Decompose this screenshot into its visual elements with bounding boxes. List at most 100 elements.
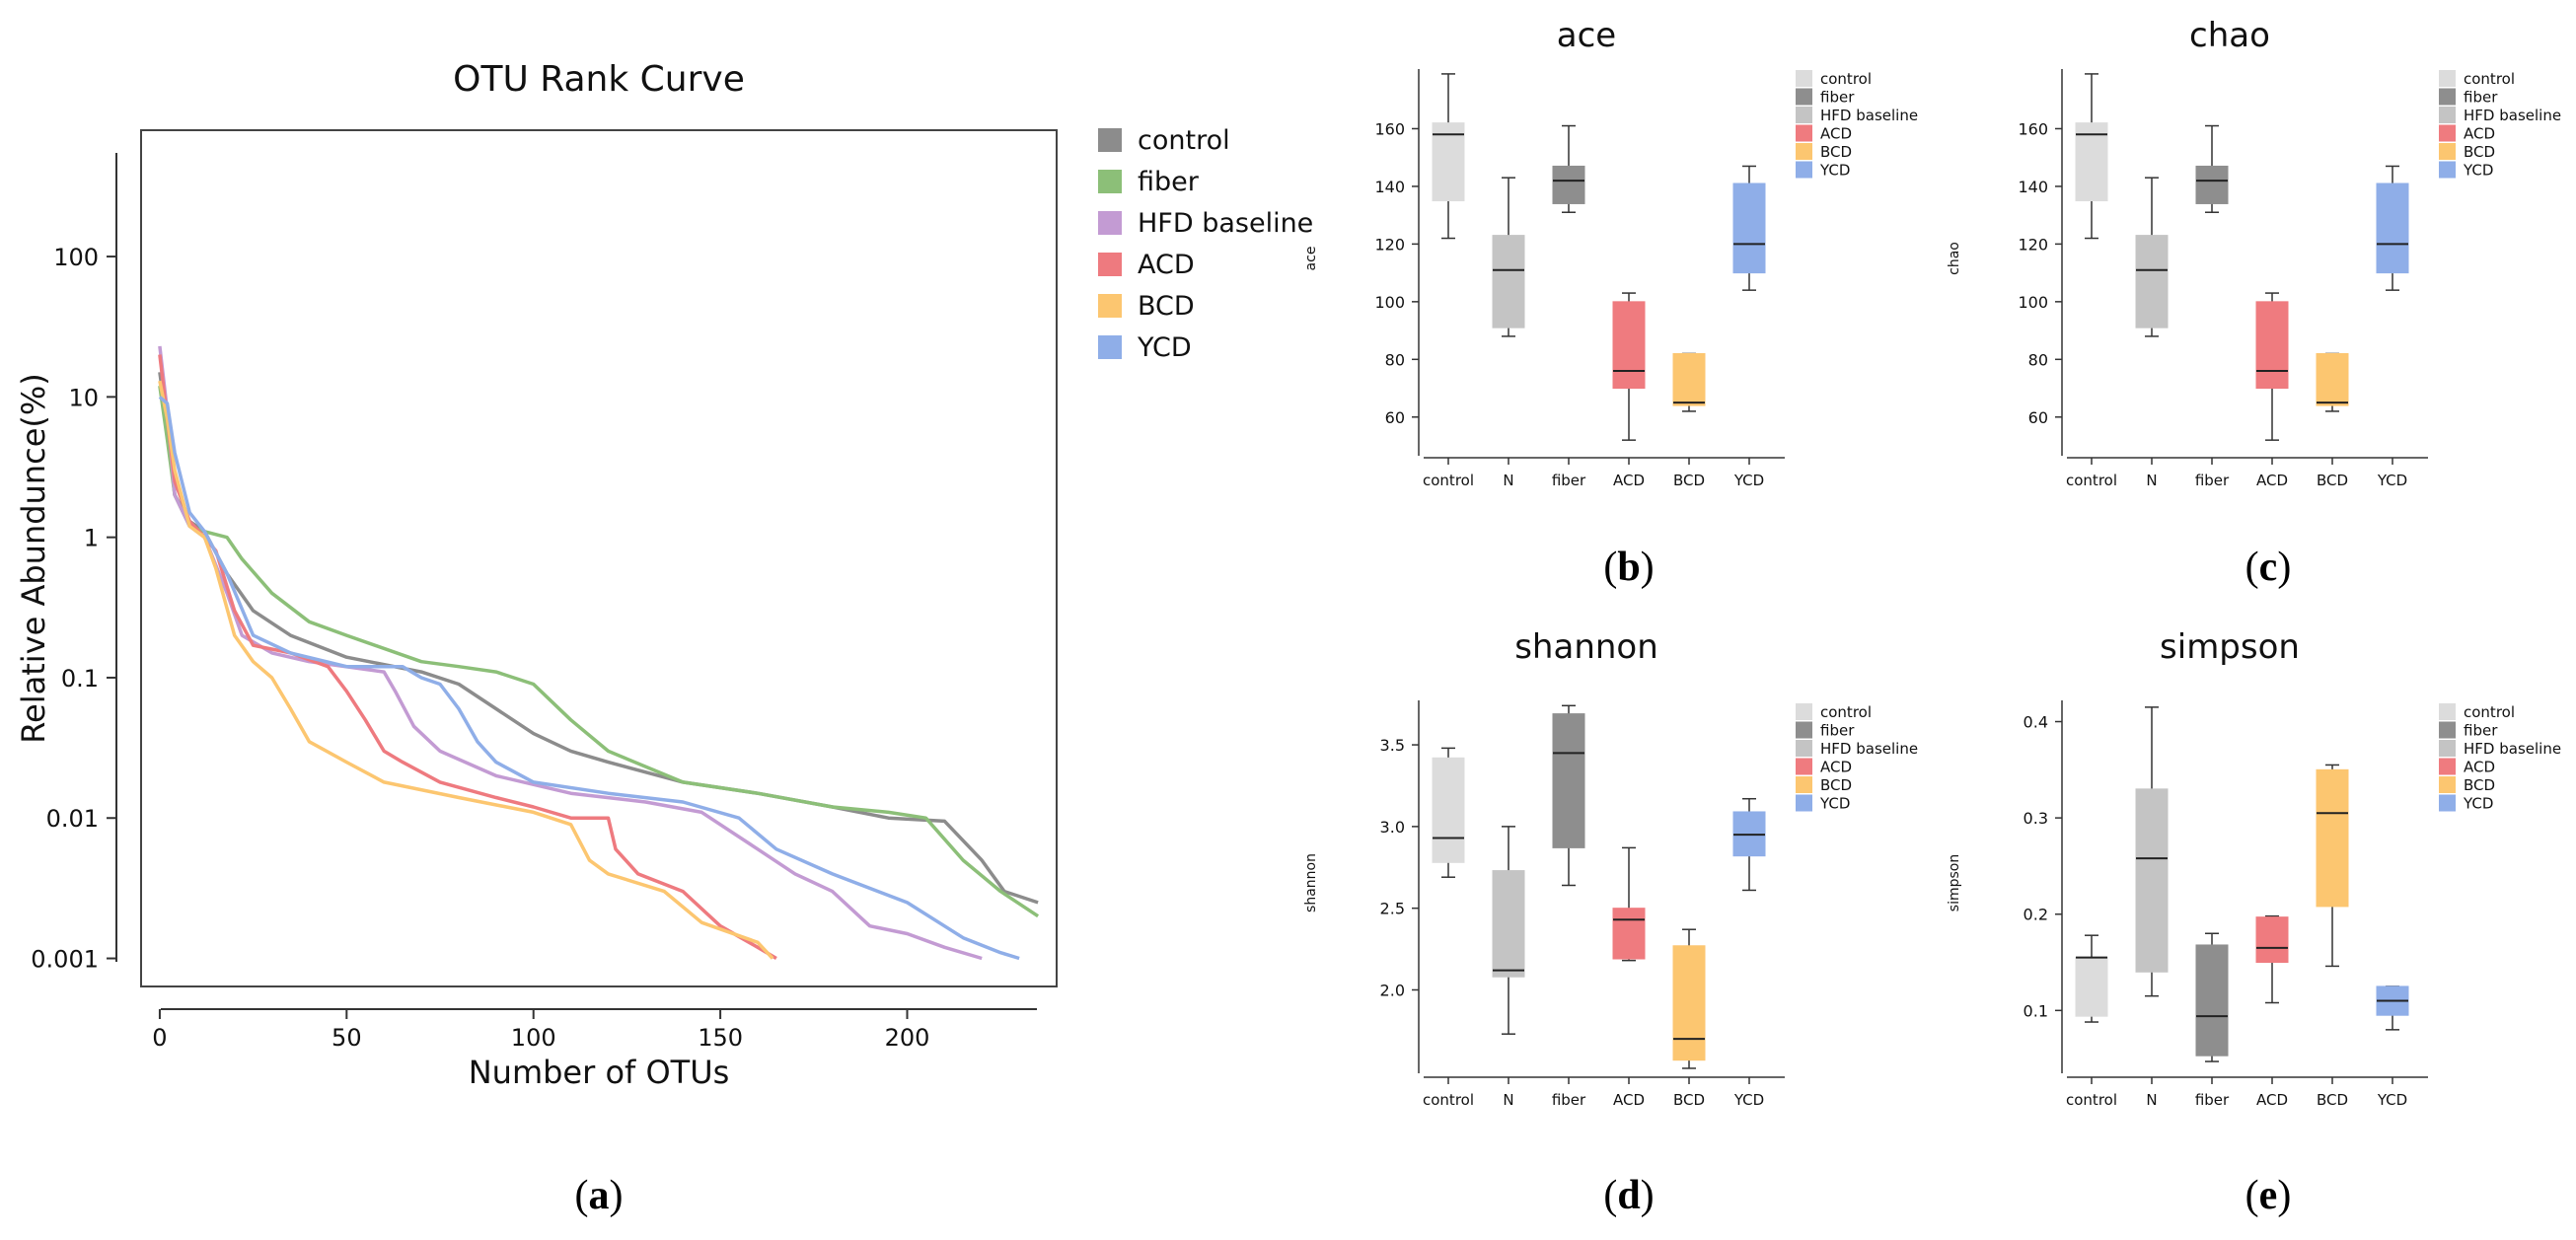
panel-b-title: ace [1557, 16, 1616, 55]
otu-rank-curve-panel: OTU Rank Curve 100 10 1 0.1 0.01 0.001 0 50 100… [15, 59, 1313, 1218]
box-bcd [1672, 928, 1706, 1069]
panel-c-legend-swatch-hfd-baseline [2439, 107, 2456, 123]
series-line-fiber [158, 385, 1040, 918]
panel-a-x-axis: 0 50 100 150 200 [152, 1008, 1037, 1052]
panel-e-legend-swatch-bcd [2439, 776, 2456, 793]
legend-swatch-acd [1098, 253, 1122, 276]
panel-d-legend-label-control: control [1820, 703, 1872, 721]
panel-e-y-tick-label: 0.2 [2024, 906, 2048, 924]
box-control [2075, 73, 2108, 240]
panel-c-x-tick-label: fiber [2195, 472, 2230, 489]
box-control [1432, 73, 1465, 240]
panel-a-legend: control fiber HFD baseline ACD BCD YCD [1098, 125, 1313, 363]
panel-c-y-tick-label: 60 [2028, 408, 2048, 427]
panel-e-legend-label-bcd: BCD [2464, 776, 2495, 794]
series-line-control [158, 372, 1039, 905]
panel-c-legend-swatch-ycd [2439, 161, 2456, 179]
box-acd [2255, 914, 2289, 1004]
panel-d-x-tick-label: BCD [1673, 1091, 1705, 1109]
panel-b-y-tick-label: 160 [1374, 119, 1405, 138]
panel-a-x-tick-label: 200 [885, 1024, 930, 1052]
panel-d-legend-swatch-bcd [1796, 776, 1812, 793]
panel-d-legend-label-bcd: BCD [1820, 776, 1852, 794]
panel-e-x-tick-label: fiber [2195, 1091, 2230, 1109]
panel-a-y-axis-label: Relative Abundunce(%) [15, 373, 52, 744]
panel-d-y-tick-label: 2.0 [1380, 981, 1405, 999]
panel-b-x-tick-label: BCD [1673, 472, 1705, 489]
legend-label-fiber: fiber [1138, 167, 1200, 197]
panel-c-legend-swatch-acd [2439, 124, 2456, 142]
panel-a-y-tick-label: 1 [84, 525, 99, 552]
panel-e-x-tick-label: ACD [2256, 1091, 2288, 1109]
box-fiber [2195, 932, 2229, 1062]
legend-swatch-ycd [1098, 335, 1122, 359]
panel-e-x-tick-label: BCD [2317, 1091, 2348, 1109]
panel-e-y-axis-label: simpson [1947, 854, 1962, 912]
legend-label-control: control [1138, 125, 1230, 156]
panel-d-x-tick-label: ACD [1613, 1091, 1645, 1109]
panel-b-caption: (b) [1603, 545, 1654, 590]
panel-e-y-tick-label: 0.3 [2024, 809, 2048, 828]
panel-b-y-tick-label: 80 [1385, 350, 1405, 369]
series-line-ycd [158, 396, 1020, 961]
panel-e-legend-swatch-fiber [2439, 721, 2456, 739]
legend-label-bcd: BCD [1138, 291, 1195, 322]
panel-c-y-tick-label: 120 [2018, 235, 2048, 254]
panel-c-y-axis-label: chao [1947, 242, 1962, 275]
box-n [2135, 177, 2169, 337]
panel-b-x-tick-label: ACD [1613, 472, 1645, 489]
panel-d-legend-swatch-acd [1796, 758, 1812, 775]
legend-label-hfd-baseline: HFD baseline [1138, 208, 1313, 239]
box-iqr [1492, 870, 1525, 978]
box-iqr [1552, 165, 1585, 204]
panel-e-legend-swatch-control [2439, 703, 2456, 720]
panel-a-caption: (a) [575, 1173, 624, 1218]
legend-label-ycd: YCD [1137, 332, 1192, 363]
panel-a-x-tick-label: 150 [698, 1024, 743, 1052]
legend-swatch-bcd [1098, 294, 1122, 318]
box-iqr [1552, 713, 1585, 848]
panel-d-legend-label-hfd-baseline: HFD baseline [1820, 740, 1918, 758]
panel-d-y-tick-label: 3.5 [1380, 736, 1405, 755]
box-iqr [1492, 235, 1525, 328]
box-ycd [2376, 985, 2409, 1031]
box-iqr [1432, 757, 1465, 863]
panel-d-y-tick-label: 3.0 [1380, 818, 1405, 837]
box-control [2075, 934, 2108, 1023]
panel-b-x-tick-label: YCD [1733, 472, 1764, 489]
box-iqr [2075, 957, 2108, 1017]
panel-d-legend-swatch-fiber [1796, 721, 1812, 739]
panel-c-caption: (c) [2245, 545, 2292, 590]
box-iqr [2195, 944, 2229, 1057]
box-bcd [1672, 352, 1706, 412]
box-iqr [1612, 908, 1646, 960]
box-ycd [1732, 165, 1766, 291]
panel-b-y-axis-label: ace [1303, 247, 1319, 271]
panel-d-legend-label-ycd: YCD [1819, 795, 1850, 813]
box-iqr [2075, 122, 2108, 202]
panel-b-legend-swatch-fiber [1796, 88, 1812, 106]
panel-a-x-tick-label: 0 [152, 1024, 167, 1052]
panel-d-legend-swatch-control [1796, 703, 1812, 720]
panel-b-y-tick-label: 140 [1374, 178, 1405, 196]
box-iqr [2316, 352, 2349, 406]
panel-e-caption: (e) [2245, 1173, 2292, 1218]
box-iqr [2376, 182, 2409, 274]
panel-e-x-tick-label: YCD [2377, 1091, 2407, 1109]
panel-a-y-tick-label: 0.01 [46, 805, 99, 833]
panel-b-x-tick-label: control [1423, 472, 1474, 489]
panel-c-legend-swatch-bcd [2439, 143, 2456, 160]
legend-swatch-hfd-baseline [1098, 211, 1122, 235]
panel-c-legend-label-fiber: fiber [2464, 89, 2498, 107]
panel-d-x-tick-label: YCD [1733, 1091, 1764, 1109]
box-ycd [2376, 165, 2409, 291]
panel-b-legend-label-control: control [1820, 70, 1872, 88]
panel-e-legend-swatch-hfd-baseline [2439, 740, 2456, 757]
panel-d-y-tick-label: 2.5 [1380, 900, 1405, 918]
panel-c-legend-swatch-control [2439, 70, 2456, 87]
